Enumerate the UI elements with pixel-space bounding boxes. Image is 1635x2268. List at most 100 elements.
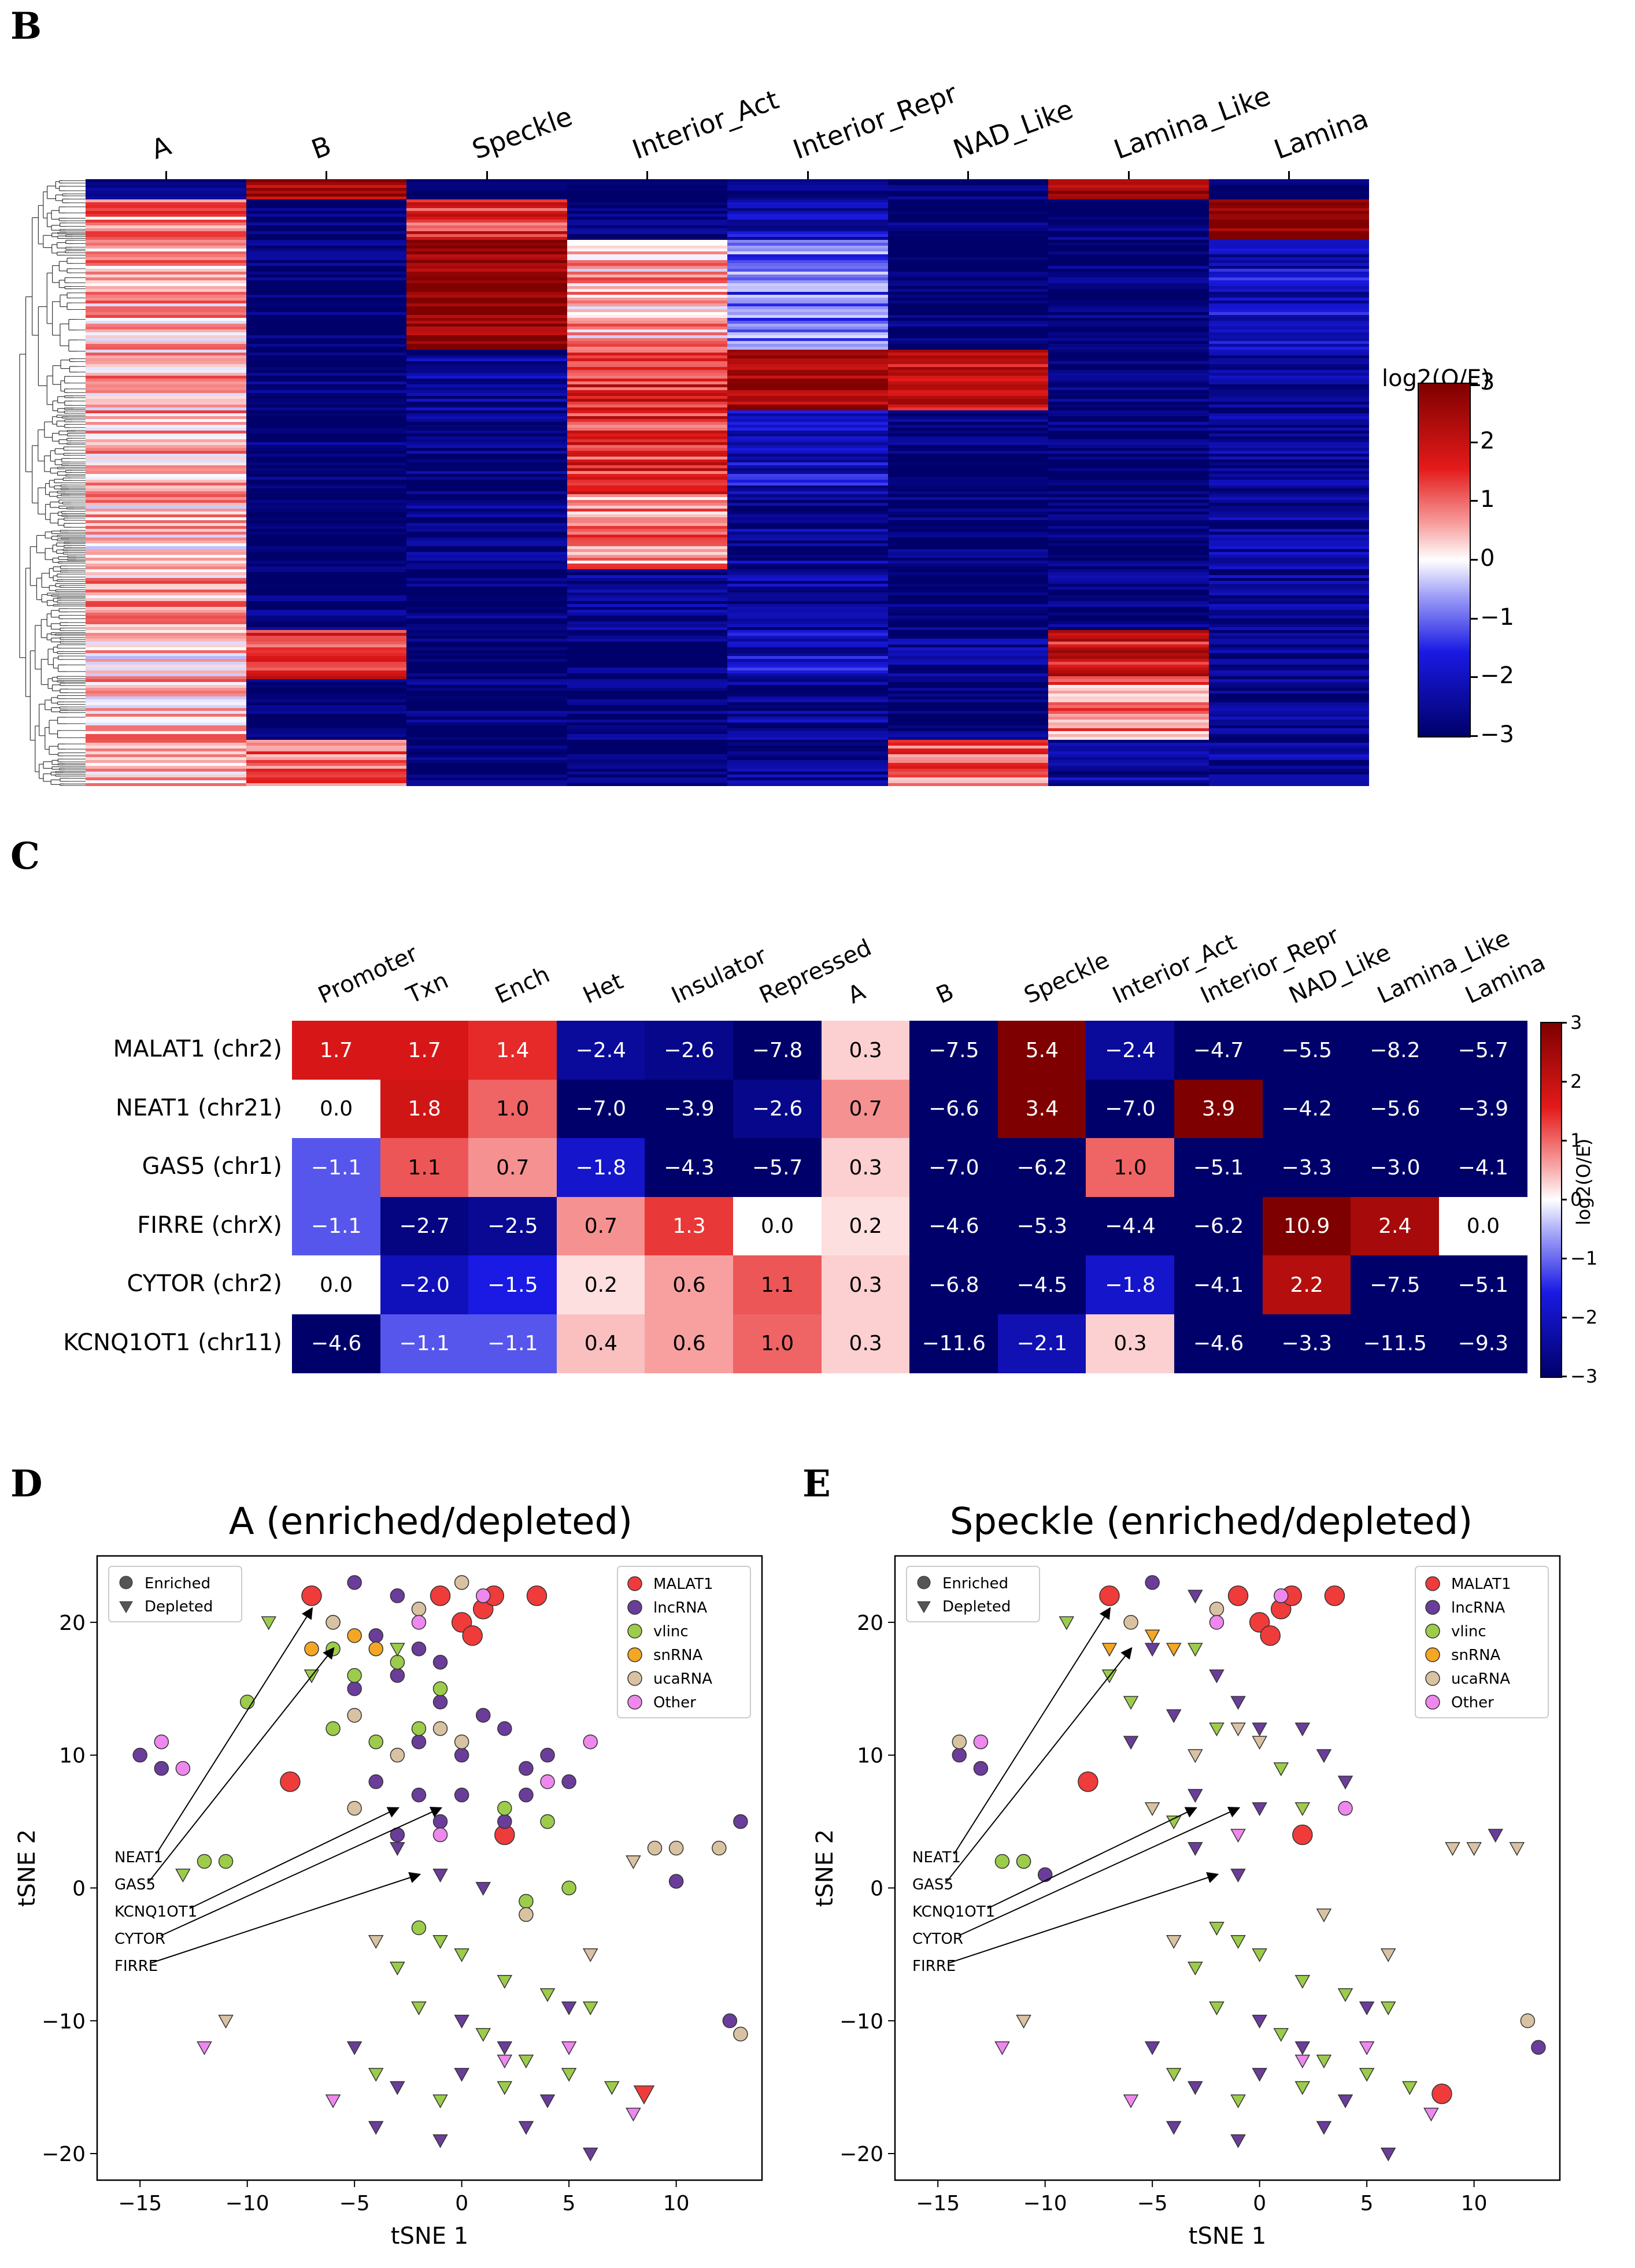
scatter-point-lncrna (1230, 2134, 1246, 2148)
panel-b-heatmap-cell (1048, 390, 1209, 394)
panel-b-col-tick (646, 171, 649, 179)
panel-b-heatmap-cell (727, 402, 889, 405)
scatter-point-lncrna (722, 2013, 738, 2029)
panel-b-heatmap-cell (567, 512, 728, 515)
scatter-point-lncrna (154, 1761, 169, 1776)
panel-b-heatmap-cell (1048, 197, 1209, 200)
panel-b-heatmap-cell (86, 572, 247, 576)
scatter-point-lncrna (390, 1842, 405, 1856)
y-tick-label: 0 (72, 1877, 86, 1900)
panel-b-heatmap-cell (86, 275, 247, 278)
panel-b-heatmap-cell (246, 754, 407, 758)
panel-b-heatmap-cell (406, 639, 568, 642)
panel-b-heatmap-cell (1048, 327, 1209, 330)
scatter-point-ucarna (712, 1840, 727, 1856)
panel-b-heatmap-cell (887, 572, 1049, 576)
panel-b-heatmap-cell (887, 772, 1049, 775)
panel-b-heatmap-cell (1048, 318, 1209, 321)
annotation-arrow (149, 1647, 335, 1882)
panel-c-cell: 0.6 (645, 1255, 734, 1315)
panel-b-heatmap-cell (567, 725, 728, 729)
panel-b-heatmap-cell (1048, 329, 1209, 333)
panel-b-heatmap-cell (406, 575, 568, 579)
panel-b-heatmap-cell (887, 185, 1049, 188)
scatter-point-other (583, 1734, 598, 1750)
panel-b-heatmap-cell (406, 396, 568, 399)
panel-b-heatmap-cell (727, 500, 889, 503)
panel-b-heatmap-cell (727, 517, 889, 521)
scatter-point-other (1338, 1800, 1353, 1816)
scatter-point-lncrna (390, 1668, 405, 1683)
panel-b-heatmap-cell (727, 457, 889, 460)
panel-b-heatmap-cell (1208, 627, 1369, 631)
panel-b-heatmap-cell (86, 650, 247, 654)
panel-b-heatmap-cell (1208, 251, 1369, 255)
panel-b-heatmap-cell (1048, 257, 1209, 261)
panel-b-heatmap-cell (1208, 506, 1369, 509)
panel-b-heatmap-cell (887, 676, 1049, 680)
panel-b-col-label: Lamina_Like (1109, 80, 1275, 165)
panel-b-heatmap-cell (1208, 509, 1369, 512)
panel-b-heatmap-cell (887, 523, 1049, 527)
panel-b-heatmap-cell (1048, 728, 1209, 732)
panel-b-heatmap-cell (1048, 312, 1209, 316)
panel-b-heatmap-cell (1208, 344, 1369, 347)
panel-b-heatmap-cell (887, 332, 1049, 336)
panel-b-heatmap-cell (246, 592, 407, 596)
panel-b-heatmap-cell (246, 774, 407, 778)
panel-b-heatmap-cell (1048, 653, 1209, 657)
panel-b-heatmap-cell (1048, 231, 1209, 235)
panel-b-heatmap-cell (1208, 558, 1369, 561)
panel-b-heatmap-cell (406, 416, 568, 420)
panel-b-heatmap-cell (406, 627, 568, 631)
panel-b-heatmap-cell (406, 662, 568, 665)
panel-b-heatmap-cell (246, 332, 407, 336)
panel-b-heatmap-cell (86, 636, 247, 639)
panel-b-heatmap-cell (86, 422, 247, 425)
panel-b-heatmap-cell (727, 529, 889, 532)
panel-b-heatmap-cell (1048, 251, 1209, 255)
panel-b-heatmap-cell (887, 379, 1049, 382)
panel-b-heatmap-cell (727, 327, 889, 330)
panel-b-heatmap-cell (1048, 471, 1209, 475)
panel-b-heatmap-cell (727, 329, 889, 333)
panel-b-heatmap-cell (567, 442, 728, 446)
scatter-point-lncrna (1188, 1842, 1203, 1856)
panel-b-heatmap-cell (567, 676, 728, 680)
panel-b-heatmap-cell (406, 517, 568, 521)
panel-b-heatmap-cell (406, 451, 568, 454)
panel-b-heatmap-cell (727, 379, 889, 382)
panel-b-heatmap-cell (567, 731, 728, 735)
panel-b-heatmap-cell (567, 367, 728, 370)
panel-b-heatmap-cell (406, 272, 568, 275)
panel-b-heatmap-cell (1048, 448, 1209, 451)
panel-b-heatmap-cell (567, 376, 728, 379)
panel-b-heatmap-cell (887, 746, 1049, 749)
scatter-point-other (1209, 1615, 1225, 1630)
scatter-point-ucarna (668, 1840, 684, 1856)
scatter-point-other (325, 2094, 341, 2108)
panel-b-heatmap-cell (887, 584, 1049, 587)
panel-b-heatmap-cell (86, 327, 247, 330)
panel-b-heatmap-cell (727, 431, 889, 434)
scatter-point-vlinc (1294, 1974, 1311, 1989)
panel-b-heatmap-cell (406, 772, 568, 775)
panel-b-heatmap-cell (567, 474, 728, 477)
panel-b-heatmap-cell (1208, 329, 1369, 333)
panel-b-heatmap-cell (727, 315, 889, 318)
panel-b-heatmap-cell (887, 598, 1049, 602)
panel-b-heatmap-cell (86, 653, 247, 657)
panel-b-heatmap-cell (246, 364, 407, 368)
panel-b-heatmap-cell (406, 286, 568, 290)
panel-b-heatmap-cell (567, 509, 728, 512)
panel-b-heatmap-cell (86, 696, 247, 700)
panel-b-heatmap-cell (1208, 616, 1369, 619)
panel-b-heatmap-cell (86, 202, 247, 206)
panel-b-heatmap-cell (567, 393, 728, 396)
panel-b-heatmap-cell (727, 387, 889, 391)
panel-b-heatmap-cell (1208, 555, 1369, 558)
panel-b-heatmap-cell (727, 251, 889, 255)
panel-b-heatmap-cell (887, 405, 1049, 408)
panel-b-heatmap-cell (727, 691, 889, 694)
